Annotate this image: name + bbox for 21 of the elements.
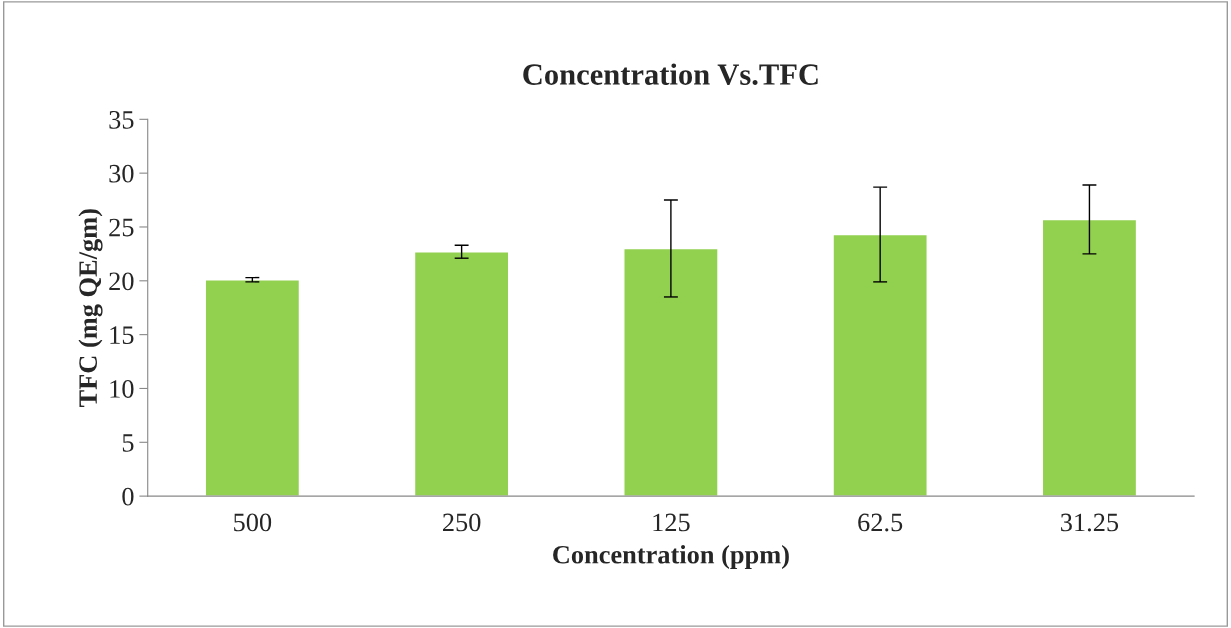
- x-tick-label: 125: [653, 513, 690, 532]
- x-axis-title: Concentration (ppm): [553, 545, 789, 569]
- bar: [1041, 218, 1138, 497]
- bar: [623, 247, 719, 497]
- y-tick-label: 30: [109, 164, 134, 183]
- y-tick-label: 0: [122, 487, 134, 506]
- chart-title: Concentration Vs.TFC: [523, 63, 818, 86]
- y-tick-label: 15: [110, 326, 134, 345]
- y-tick-label: 5: [122, 434, 134, 452]
- y-tick-label: 25: [109, 218, 134, 237]
- y-tick-label: 10: [110, 380, 134, 398]
- y-tick-label: 35: [109, 111, 134, 129]
- y-axis-title: TFC (mg QE/gm): [78, 209, 103, 407]
- x-tick-label: 500: [234, 513, 272, 532]
- x-tick-label: 250: [442, 513, 481, 532]
- bar: [832, 233, 928, 497]
- bar: [413, 251, 510, 497]
- x-tick-label: 31.25: [1061, 513, 1119, 532]
- y-tick-label: 20: [109, 272, 134, 291]
- x-tick-label: 62.5: [858, 513, 903, 532]
- bar: [204, 279, 301, 497]
